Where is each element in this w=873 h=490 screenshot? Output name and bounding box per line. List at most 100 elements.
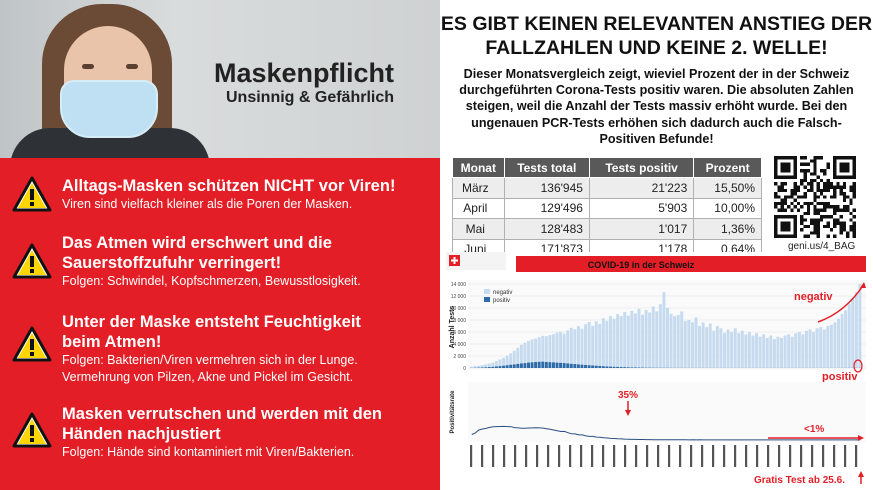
arrow-head [860, 282, 866, 288]
qr-module [842, 208, 847, 212]
qr-module [833, 208, 837, 212]
qr-module [829, 215, 834, 219]
x-tick-label [635, 445, 638, 467]
bar-negativ [808, 329, 812, 368]
bar-negativ [591, 325, 595, 366]
warning-heading: Unter der Maske entsteht Feuchtigkeit be… [62, 313, 361, 351]
qr-module [833, 211, 837, 216]
qr-module [826, 178, 830, 183]
qr-module [816, 156, 820, 160]
qr-module [833, 188, 837, 193]
qr-module [826, 221, 830, 225]
qr-module [787, 195, 791, 199]
qr-module [793, 185, 797, 189]
intro-text: Dieser Monatsvergleich zeigt, wieviel Pr… [459, 67, 854, 146]
qr-module [826, 215, 830, 219]
qr-module [842, 185, 847, 189]
bar-negativ [662, 292, 666, 368]
qr-module [777, 185, 781, 189]
qr-module [774, 201, 778, 206]
qr-module [783, 195, 788, 199]
qr-module [829, 228, 834, 232]
bar-negativ [637, 308, 641, 368]
bar-positiv [608, 366, 612, 368]
x-tick-label [767, 445, 770, 467]
table-cell: 5'903 [588, 197, 695, 219]
bar-negativ [815, 328, 819, 368]
bar-positiv [630, 367, 634, 368]
qr-link-text: geni.us/4_BAG [788, 241, 856, 252]
qr-module [842, 221, 847, 225]
qr-module [810, 221, 814, 225]
qr-module [849, 218, 853, 222]
bar-positiv [555, 362, 559, 368]
qr-module [810, 182, 814, 186]
qr-module [790, 195, 794, 199]
bar-negativ [755, 333, 759, 368]
table-cell: 21'223 [588, 177, 695, 199]
bar-negativ [801, 334, 805, 368]
qr-code[interactable] [774, 156, 856, 238]
page-subtitle: Unsinnig & Gefährlich [226, 89, 395, 106]
qr-module [849, 211, 853, 216]
qr-module [819, 208, 824, 212]
qr-module [846, 205, 850, 209]
qr-module [836, 182, 840, 186]
x-tick-label [470, 445, 473, 467]
qr-module [852, 195, 856, 199]
qr-module [793, 198, 797, 202]
bar-negativ [712, 330, 716, 368]
qr-module [813, 195, 817, 199]
qr-module [780, 205, 784, 209]
qr-module [813, 211, 817, 216]
x-tick-label [536, 445, 539, 467]
bar-negativ [608, 316, 612, 367]
qr-module [833, 205, 837, 209]
x-tick-label [624, 445, 627, 467]
bar-negativ [829, 324, 833, 368]
bar-positiv [612, 366, 616, 368]
qr-module [852, 224, 856, 229]
bar-negativ [737, 333, 741, 368]
qr-module [852, 228, 856, 232]
bar-negativ [562, 333, 566, 364]
bar-negativ [858, 283, 862, 368]
x-tick-label [723, 445, 726, 467]
bar-negativ [630, 311, 634, 368]
qr-module [813, 192, 817, 196]
legend-negativ-label: negativ [493, 290, 512, 296]
qr-module [793, 182, 797, 186]
bar-negativ [623, 311, 627, 368]
bar-positiv [623, 367, 627, 368]
bar-positiv [544, 362, 548, 368]
bar-negativ [494, 361, 498, 367]
qr-module [833, 234, 837, 238]
qr-module [793, 188, 797, 193]
bar-negativ [616, 314, 620, 367]
qr-module [806, 208, 811, 212]
qr-module [803, 224, 807, 229]
qr-module [826, 205, 830, 209]
qr-module [816, 228, 820, 232]
qr-module [852, 234, 856, 238]
legend-positiv-swatch [484, 297, 490, 302]
qr-module [780, 188, 784, 193]
qr-module [836, 221, 840, 225]
y-tick-label: 8 000 [453, 318, 466, 324]
qr-module [803, 201, 807, 206]
qr-module [813, 221, 817, 225]
bar-negativ [516, 347, 520, 364]
left-panel: Maskenpflicht Unsinnig & Gefährlich Allt… [0, 0, 440, 490]
qr-module [839, 215, 843, 219]
chart-title-bar [516, 256, 866, 272]
y-tick-label: 14 000 [451, 282, 467, 288]
bar-negativ [797, 331, 801, 368]
qr-module [826, 188, 830, 193]
qr-module [842, 205, 847, 209]
qr-module [813, 205, 817, 209]
qr-module [819, 215, 824, 219]
qr-module [833, 185, 837, 189]
bar-positiv [519, 363, 523, 368]
qr-module [849, 188, 853, 193]
warning-detail: Vermehrung von Pilzen, Akne und Pickel i… [62, 370, 354, 384]
